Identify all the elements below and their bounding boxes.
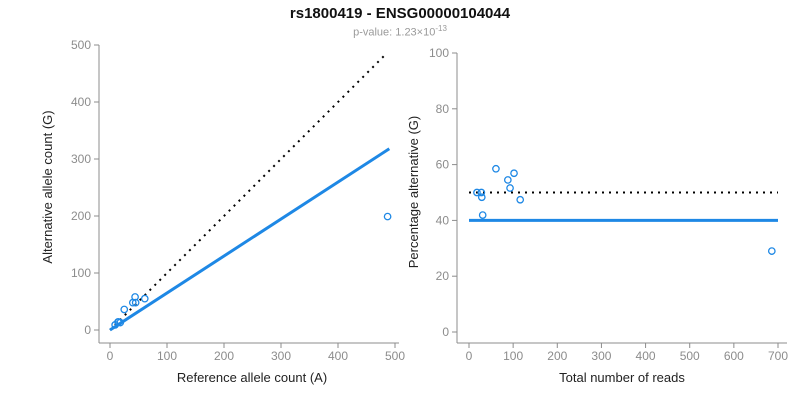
- x-tick-label: 400: [328, 349, 348, 363]
- data-point: [131, 293, 139, 301]
- percentage-vs-reads-scatter: 0 100 200 300 400 500 600 700 0 20 40 60 80 100 Total …: [406, 46, 788, 385]
- data-point: [478, 211, 487, 219]
- data-point: [116, 318, 125, 327]
- p-value-exponent: -13: [435, 24, 447, 33]
- y-axis-label: Percentage alternative (G): [406, 116, 421, 268]
- data-point: [767, 247, 776, 255]
- x-tick-label: 700: [768, 349, 788, 363]
- data-point: [477, 188, 486, 197]
- data-point: [510, 169, 518, 178]
- data-point: [516, 195, 525, 204]
- data-point: [383, 212, 392, 221]
- data-point: [140, 294, 149, 303]
- y-tick-label: 100: [71, 266, 91, 280]
- y-tick-label: 100: [429, 46, 449, 60]
- x-tick-label: 600: [724, 349, 744, 363]
- y-tick-label: 200: [71, 209, 91, 223]
- x-tick-label: 400: [636, 349, 656, 363]
- x-tick-label: 300: [271, 349, 291, 363]
- y-tick-label: 400: [71, 95, 91, 109]
- data-point: [506, 184, 514, 192]
- y-tick-label: 40: [436, 213, 450, 227]
- data-point: [131, 298, 140, 307]
- allele-counts-scatter: 0 100 200 300 400 500 0 100 200 300 400 500 Referenc…: [40, 38, 405, 385]
- y-tick-label: 0: [84, 323, 91, 337]
- x-tick-label: 300: [591, 349, 611, 363]
- x-axis-label: Reference allele count (A): [177, 370, 327, 385]
- plot-title: rs1800419 - ENSG00000104044: [289, 5, 511, 22]
- data-point: [473, 188, 481, 197]
- y-tick-label: 0: [442, 325, 449, 339]
- data-point: [477, 193, 486, 202]
- x-tick-label: 200: [214, 349, 234, 363]
- data-point: [503, 176, 512, 184]
- data-point: [120, 305, 129, 314]
- x-tick-label: 200: [547, 349, 567, 363]
- x-tick-label: 500: [385, 349, 405, 363]
- expected-ratio-line: [109, 147, 391, 332]
- x-tick-label: 100: [157, 349, 177, 363]
- y-tick-label: 300: [71, 152, 91, 166]
- y-tick-label: 60: [436, 158, 450, 172]
- x-axis-label: Total number of reads: [559, 370, 685, 385]
- x-tick-label: 0: [107, 349, 114, 363]
- identity-line: [109, 52, 388, 331]
- x-tick-label: 0: [466, 349, 473, 363]
- x-tick-label: 100: [503, 349, 523, 363]
- y-axis-label: Alternative allele count (G): [40, 110, 55, 263]
- y-tick-label: 80: [436, 102, 450, 116]
- p-value-text: p-value: 1.23×10: [353, 26, 436, 39]
- data-point: [492, 164, 500, 173]
- y-tick-label: 20: [436, 269, 450, 283]
- y-tick-label: 500: [71, 38, 91, 52]
- x-tick-label: 500: [680, 349, 700, 363]
- p-value-subtitle: p-value: 1.23×10-13: [0, 24, 800, 39]
